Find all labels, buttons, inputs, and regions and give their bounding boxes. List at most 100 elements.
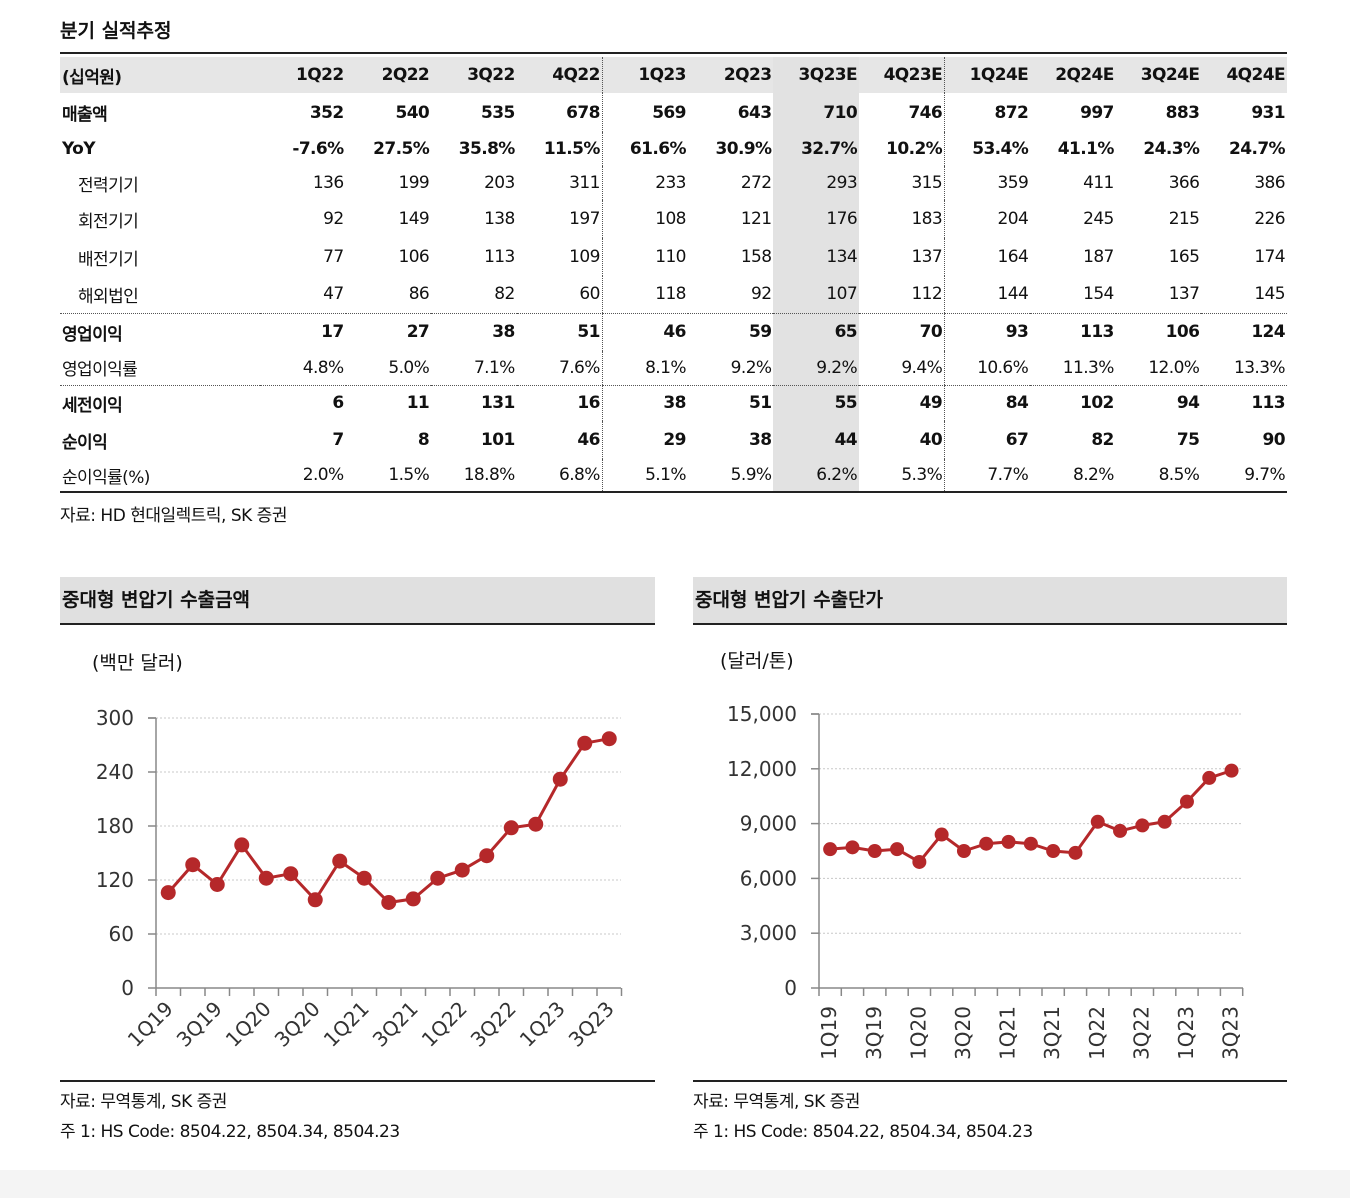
- data-point: [356, 870, 372, 886]
- y-tick-label: 15,000: [727, 702, 797, 726]
- unit-label: (십억원): [60, 57, 260, 93]
- x-tick-label: 1Q20: [906, 1006, 930, 1060]
- table-cell: 710: [773, 93, 860, 132]
- column-header: 4Q23E: [859, 57, 945, 93]
- table-cell: 411: [1083, 173, 1114, 193]
- table-cell: 12.0%: [1115, 351, 1202, 386]
- table-cell: 746: [908, 102, 943, 123]
- table-cell: 61.6%: [601, 132, 688, 166]
- table-cell: 164: [944, 238, 1031, 276]
- table-cell: 199: [398, 173, 430, 193]
- x-tick-label: 3Q20: [270, 997, 325, 1052]
- table-cell: 70: [919, 322, 943, 343]
- table-cell: 997: [1080, 102, 1114, 123]
- column-header: 2Q22: [345, 57, 432, 93]
- data-point: [1090, 814, 1105, 829]
- chart1-unit: (백만 달러): [92, 652, 183, 674]
- table-cell: 82: [1091, 430, 1114, 450]
- table-cell: 55: [773, 385, 860, 421]
- table-cell: 145: [1201, 276, 1287, 314]
- table-cell: 174: [1254, 247, 1285, 267]
- table-cell: 51: [749, 393, 772, 414]
- table-cell: 90: [1262, 430, 1286, 450]
- data-point: [1135, 818, 1150, 833]
- data-point: [867, 844, 882, 858]
- table-cell: 293: [773, 166, 860, 200]
- table-row: 순이익 7 8 101 46 29 38 44 40 67 82 75 90: [60, 421, 1287, 459]
- table-cell: 149: [398, 209, 430, 229]
- table-cell: 187: [1083, 247, 1114, 267]
- table-cell: 366: [1168, 173, 1200, 193]
- table-cell: 7.7%: [944, 459, 1031, 493]
- chart2-unit: (달러/톤): [720, 650, 794, 672]
- table-cell: 540: [395, 102, 430, 123]
- data-point: [503, 820, 519, 836]
- table-cell: 75: [1176, 430, 1200, 450]
- table-cell: 77: [323, 247, 344, 267]
- table-cell: 107: [773, 276, 860, 314]
- column-header: 4Q22: [516, 57, 603, 93]
- table-cell: 38: [492, 322, 515, 343]
- x-tick-label: 1Q21: [319, 997, 374, 1052]
- chart2-note: 주 1: HS Code: 8504.22, 8504.34, 8504.23: [693, 1122, 1033, 1142]
- data-point: [209, 877, 225, 892]
- data-point: [845, 840, 860, 855]
- table-cell: 2.0%: [260, 459, 346, 493]
- table-cell: 386: [1254, 173, 1285, 193]
- chart2-bottom-rule: [693, 1080, 1287, 1082]
- data-point: [160, 885, 176, 901]
- x-tick-label: 3Q22: [1129, 1006, 1153, 1060]
- table-cell: 41.1%: [1057, 139, 1115, 159]
- column-header: 3Q23E: [773, 57, 860, 93]
- data-point: [430, 870, 446, 886]
- table-cell: 46: [601, 313, 688, 351]
- data-point: [283, 866, 299, 882]
- table-cell: 176: [773, 200, 860, 238]
- table-cell: 32.7%: [773, 132, 860, 166]
- data-point: [234, 837, 250, 853]
- row-label: 배전기기: [78, 249, 139, 270]
- table-cell: 352: [309, 102, 344, 123]
- table-cell: 8.5%: [1115, 459, 1202, 493]
- table-cell: 5.9%: [687, 459, 774, 493]
- table-cell: 137: [911, 247, 943, 267]
- chart2-export-unit-price: 0 3,000 6,000 9,000 12,000 15,000 1Q19 3Q19 1Q20…: [727, 702, 1244, 1060]
- table-cell: 92: [323, 209, 344, 229]
- table-cell: 38: [749, 430, 772, 450]
- table-cell: 94: [1176, 393, 1200, 414]
- table-cell: 203: [484, 173, 515, 193]
- table-cell: 46: [577, 430, 600, 450]
- table-cell: 84: [944, 385, 1031, 421]
- x-tick-label: 3Q19: [172, 997, 227, 1052]
- table-cell: 1.5%: [345, 459, 432, 493]
- table-cell: 108: [601, 200, 688, 238]
- table-row: 세전이익 6 11 131 16 38 51 55 49 84 102 94 113: [60, 385, 1287, 421]
- y-tick-label: 300: [96, 706, 134, 730]
- table-cell: 18.8%: [431, 459, 517, 493]
- x-tick-label: 3Q22: [466, 997, 521, 1052]
- table-cell: 113: [1251, 393, 1285, 414]
- table-cell: 93: [944, 313, 1031, 351]
- data-point: [1046, 844, 1061, 858]
- row-label: 순이익: [62, 432, 108, 453]
- table-cell: 16: [577, 393, 600, 414]
- table-cell: 27.5%: [373, 139, 430, 159]
- table-row: 회전기기 92 149 138 197 108 121 176 183 204 245 215 226: [60, 200, 1287, 238]
- x-tick-label: 3Q21: [1040, 1006, 1064, 1060]
- table-cell: 134: [773, 238, 860, 276]
- table-cell: 82: [431, 276, 517, 314]
- x-tick-label: 3Q23: [564, 997, 619, 1052]
- table-cell: 60: [516, 276, 603, 314]
- row-label: 순이익률(%): [60, 459, 260, 493]
- row-label: 해외법인: [60, 276, 260, 314]
- data-point: [454, 862, 470, 878]
- table-cell: 7.1%: [431, 351, 517, 386]
- y-tick-label: 12,000: [727, 757, 797, 781]
- table-cell: 11.5%: [543, 139, 601, 159]
- table-cell: 121: [740, 209, 772, 229]
- data-point: [912, 854, 927, 869]
- data-point: [979, 836, 994, 851]
- table-cell: 4.8%: [260, 351, 346, 386]
- table-cell: 154: [1030, 276, 1116, 314]
- table-cell: 6: [332, 393, 344, 414]
